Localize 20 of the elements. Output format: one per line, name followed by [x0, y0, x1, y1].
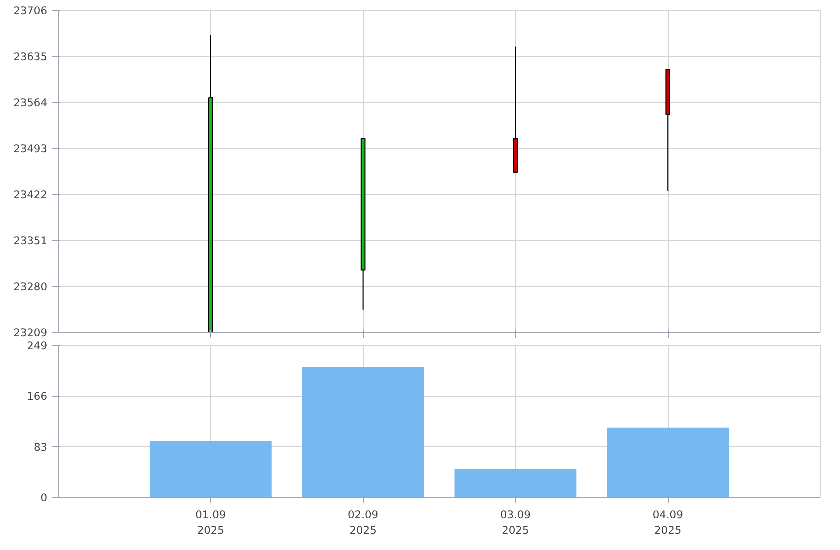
- x-tick-label: 03.09 2025: [500, 508, 532, 538]
- y-tick-label: 249: [27, 340, 48, 352]
- bar: [150, 441, 272, 498]
- y-tick-label: 23706: [14, 4, 48, 18]
- y-tick-label: 23635: [14, 50, 48, 64]
- x-tick-label: 01.09 2025: [196, 508, 226, 538]
- y-tick-label: 83: [34, 440, 48, 454]
- x-tick-label: 02.09 2025: [348, 508, 379, 538]
- y-tick-label: 23422: [14, 188, 48, 202]
- x-tick-label: 04.09 2025: [652, 508, 684, 538]
- y-tick-label: 23493: [14, 142, 48, 156]
- bar: [454, 469, 577, 498]
- y-tick-label: 0: [40, 492, 48, 504]
- y-tick-label: 166: [27, 390, 48, 404]
- y-tick-label: 23564: [14, 96, 48, 110]
- bar: [302, 367, 424, 498]
- bar: [607, 428, 730, 498]
- y-tick-label: 23280: [14, 280, 48, 294]
- y-tick-label: 23209: [14, 326, 48, 340]
- y-tick-label: 23351: [14, 234, 48, 248]
